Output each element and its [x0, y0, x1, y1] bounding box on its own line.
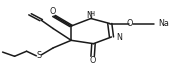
Text: Na: Na	[158, 19, 169, 28]
Text: H: H	[89, 11, 94, 17]
Text: O: O	[126, 19, 133, 28]
Text: S: S	[37, 51, 42, 60]
Text: N: N	[86, 11, 92, 20]
Text: O: O	[50, 7, 56, 16]
Text: O: O	[89, 56, 96, 65]
Text: N: N	[117, 33, 122, 42]
